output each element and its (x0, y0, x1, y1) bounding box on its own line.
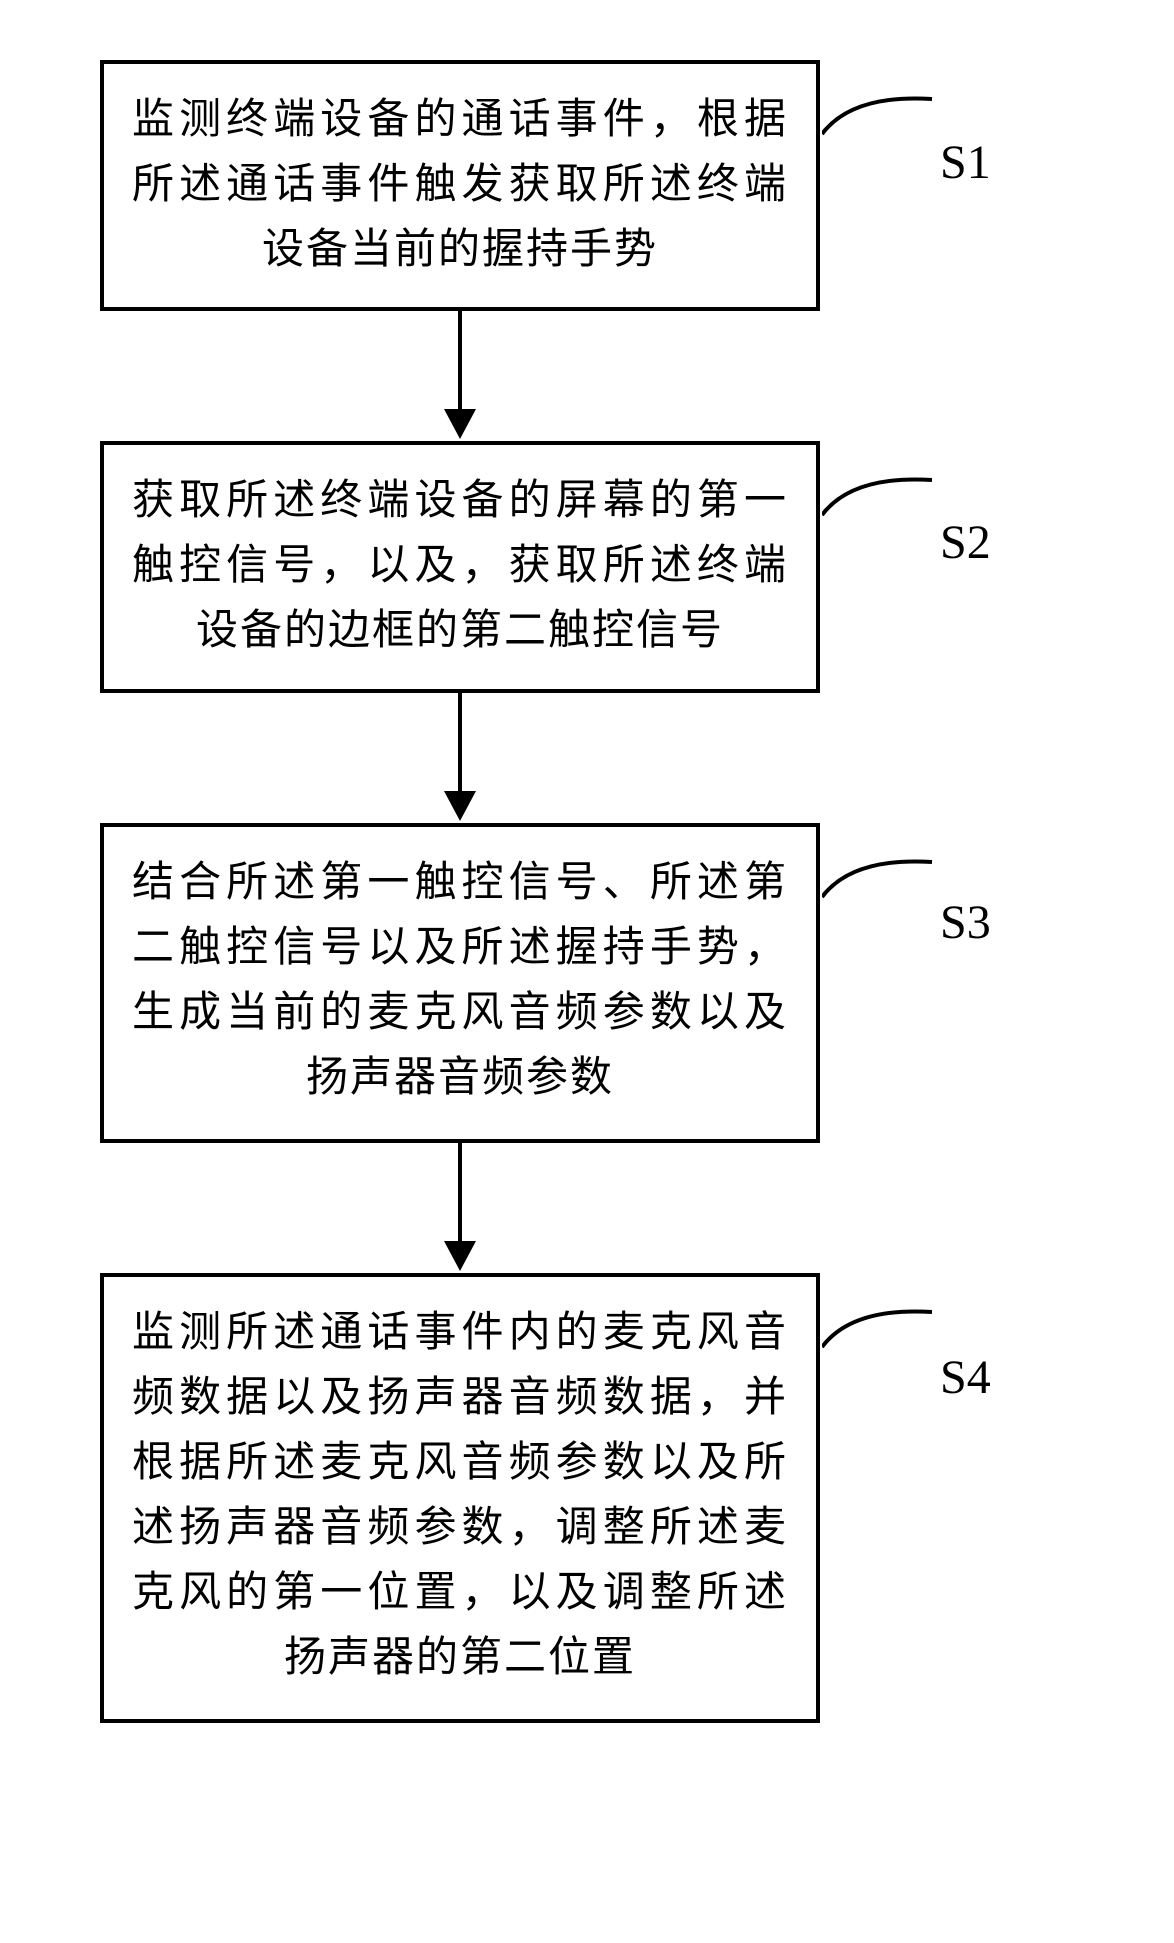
step-label-1: S1 (940, 135, 991, 190)
arrow-line (458, 693, 462, 793)
arrow-head (444, 791, 476, 821)
step-box-4: 监测所述通话事件内的麦克风音频数据以及扬声器音频数据，并根据所述麦克风音频参数以… (100, 1273, 820, 1723)
arrow-head (444, 1241, 476, 1271)
step-text-3: 结合所述第一触控信号、所述第二触控信号以及所述握持手势，生成当前的麦克风音频参数… (132, 851, 788, 1111)
step-text-2: 获取所述终端设备的屏幕的第一触控信号，以及，获取所述终端设备的边框的第二触控信号 (132, 469, 788, 664)
arrow-line (458, 311, 462, 411)
step-box-1: 监测终端设备的通话事件，根据所述通话事件触发获取所述终端设备当前的握持手势 (100, 60, 820, 311)
step-text-4: 监测所述通话事件内的麦克风音频数据以及扬声器音频数据，并根据所述麦克风音频参数以… (132, 1301, 788, 1692)
step-box-3: 结合所述第一触控信号、所述第二触控信号以及所述握持手势，生成当前的麦克风音频参数… (100, 823, 820, 1143)
step-text-1: 监测终端设备的通话事件，根据所述通话事件触发获取所述终端设备当前的握持手势 (132, 88, 788, 283)
arrow-3-4 (100, 1143, 820, 1273)
arrow-head (444, 409, 476, 439)
arrow-1-2 (100, 311, 820, 441)
step-label-4: S4 (940, 1350, 991, 1405)
arrow-line (458, 1143, 462, 1243)
flowchart-container: 监测终端设备的通话事件，根据所述通话事件触发获取所述终端设备当前的握持手势 S1… (100, 60, 1020, 1723)
arrow-2-3 (100, 693, 820, 823)
step-box-2: 获取所述终端设备的屏幕的第一触控信号，以及，获取所述终端设备的边框的第二触控信号 (100, 441, 820, 692)
step-label-3: S3 (940, 895, 991, 950)
step-label-2: S2 (940, 515, 991, 570)
